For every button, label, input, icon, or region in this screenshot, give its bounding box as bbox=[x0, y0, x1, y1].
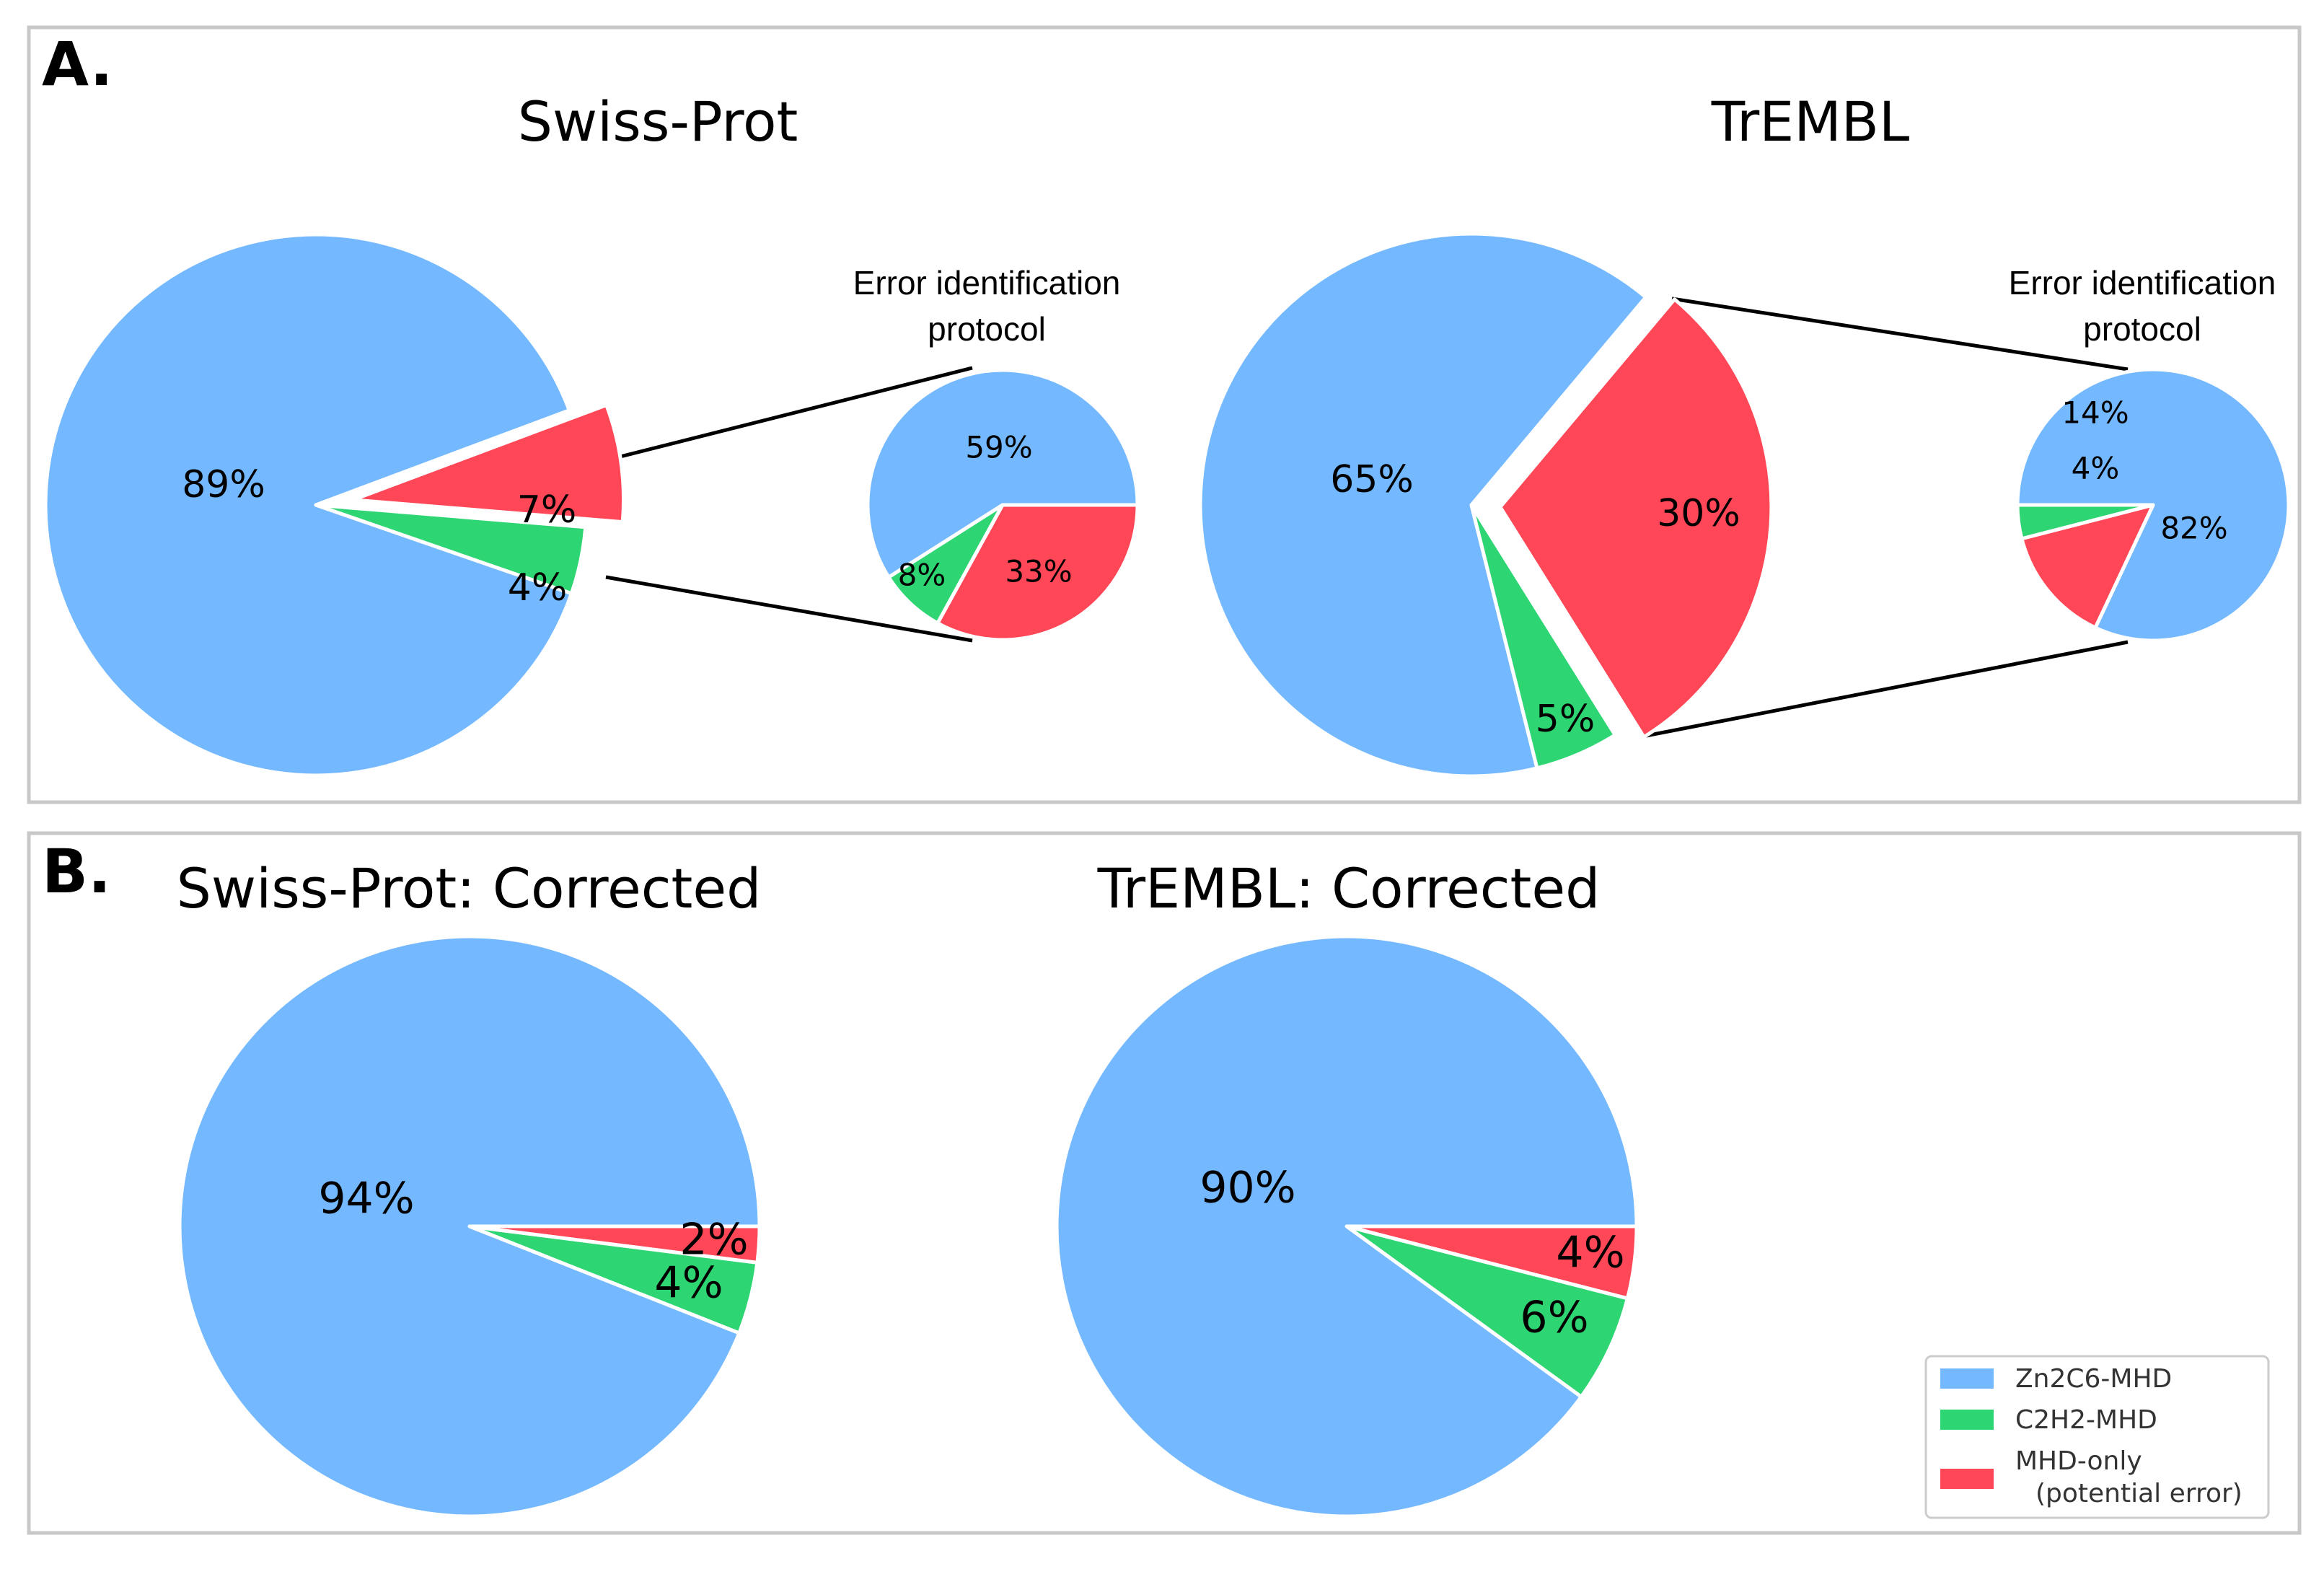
trembl-error-slice-mhd-only bbox=[2020, 503, 2155, 630]
legend: Zn2C6-MHD C2H2-MHD MHD-only (potential e… bbox=[1924, 1355, 2270, 1519]
trembl-error-label-c2h2: 4% bbox=[2072, 451, 2120, 486]
swissprot-error-title-line2: protocol bbox=[928, 310, 1046, 348]
swissprot-corrected-pie: 94% 4%2% bbox=[177, 934, 762, 1519]
swissprot-pie: 89% 4% 7% bbox=[43, 232, 626, 778]
trembl-label-c2h2: 5% bbox=[1536, 698, 1595, 741]
trembl-slice-c2h2 bbox=[1469, 503, 1617, 770]
legend-swatch-mhd-only bbox=[1940, 1469, 1994, 1489]
trembl-label-zn2c6: 65% bbox=[1330, 458, 1414, 501]
swissprot-label-c2h2: 4% bbox=[508, 566, 568, 610]
swissprot-slice-c2h2 bbox=[314, 503, 588, 596]
panel-a-letter: A. bbox=[42, 29, 113, 100]
trembl-pie: 65% 5% 30% bbox=[1198, 232, 1774, 778]
trembl-corrected-title: TrEMBL: Corrected bbox=[1097, 856, 1601, 920]
legend-frame bbox=[1924, 1355, 2270, 1519]
swissprot-error-slice-mhd-only bbox=[936, 503, 1140, 642]
trembl-corrected-label-mhd-only: 4% bbox=[1556, 1228, 1624, 1278]
swissprot-connector-bottom bbox=[605, 575, 973, 643]
swissprot-corrected-label-mhd-only: 2% bbox=[679, 1215, 748, 1265]
legend-label-zn2c6: Zn2C6-MHD bbox=[2015, 1364, 2172, 1394]
swissprot-connector-top bbox=[611, 366, 973, 461]
swissprot-corrected-title: Swiss-Prot: Corrected bbox=[177, 856, 762, 920]
swissprot-error-pie: 59% 8% 33% bbox=[866, 368, 1140, 642]
swissprot-error-slice-zn2c6 bbox=[866, 368, 1140, 579]
swissprot-error-label-zn2c6: 59% bbox=[965, 430, 1032, 465]
trembl-error-label-zn2c6: 82% bbox=[2160, 511, 2227, 546]
trembl-error-title-line1: Error identification bbox=[2009, 264, 2276, 302]
swissprot-error-title-line1: Error identification bbox=[853, 264, 1121, 302]
swissprot-corrected-slice-zn2c6 bbox=[177, 934, 762, 1519]
legend-swatch-zn2c6 bbox=[1940, 1368, 1994, 1389]
trembl-slice-mhd-only bbox=[1498, 297, 1774, 739]
swissprot-slice-zn2c6 bbox=[43, 232, 573, 778]
swissprot-title: Swiss-Prot bbox=[518, 89, 798, 154]
swissprot-corrected-label-zn2c6: 94% bbox=[318, 1174, 414, 1224]
trembl-corrected-label-c2h2: 6% bbox=[1520, 1293, 1588, 1343]
trembl-error-label-mhd-only: 14% bbox=[2061, 395, 2129, 431]
trembl-corrected-slice-zn2c6 bbox=[1055, 934, 1639, 1519]
legend-label-c2h2: C2H2-MHD bbox=[2015, 1405, 2157, 1435]
swissprot-error-label-c2h2: 8% bbox=[898, 558, 946, 593]
trembl-label-mhd-only: 30% bbox=[1657, 492, 1740, 535]
trembl-error-pie: 82% 4% 14% bbox=[2015, 367, 2291, 643]
swissprot-corrected-label-c2h2: 4% bbox=[654, 1258, 723, 1309]
pie-charts: 89%4%7%59%8% 33%65%5%30% 82%4%14%94%4%2%90… bbox=[43, 232, 2291, 1519]
legend-swatch-c2h2 bbox=[1940, 1410, 1994, 1430]
swissprot-slice-mhd-only bbox=[351, 403, 626, 524]
swissprot-label-zn2c6: 89% bbox=[182, 463, 265, 506]
legend-label-mhd-only: MHD-only bbox=[2015, 1446, 2142, 1476]
trembl-error-slice-c2h2 bbox=[2015, 503, 2155, 541]
trembl-title: TrEMBL bbox=[1711, 89, 1910, 154]
trembl-corrected-pie: 90% 6% 4% bbox=[1055, 934, 1639, 1519]
swissprot-error-label-mhd-only: 33% bbox=[1005, 554, 1072, 589]
trembl-connector-bottom bbox=[1645, 640, 2129, 738]
trembl-connector-top bbox=[1671, 296, 2129, 372]
legend-label-mhd-only-line2: (potential error) bbox=[2035, 1479, 2242, 1508]
swissprot-label-mhd-only: 7% bbox=[517, 488, 577, 532]
trembl-corrected-slice-c2h2 bbox=[1344, 1224, 1629, 1399]
trembl-error-title-line2: protocol bbox=[2083, 310, 2201, 348]
panel-b-letter: B. bbox=[42, 836, 111, 907]
trembl-corrected-label-zn2c6: 90% bbox=[1200, 1163, 1295, 1213]
trembl-slice-zn2c6 bbox=[1198, 232, 1648, 778]
